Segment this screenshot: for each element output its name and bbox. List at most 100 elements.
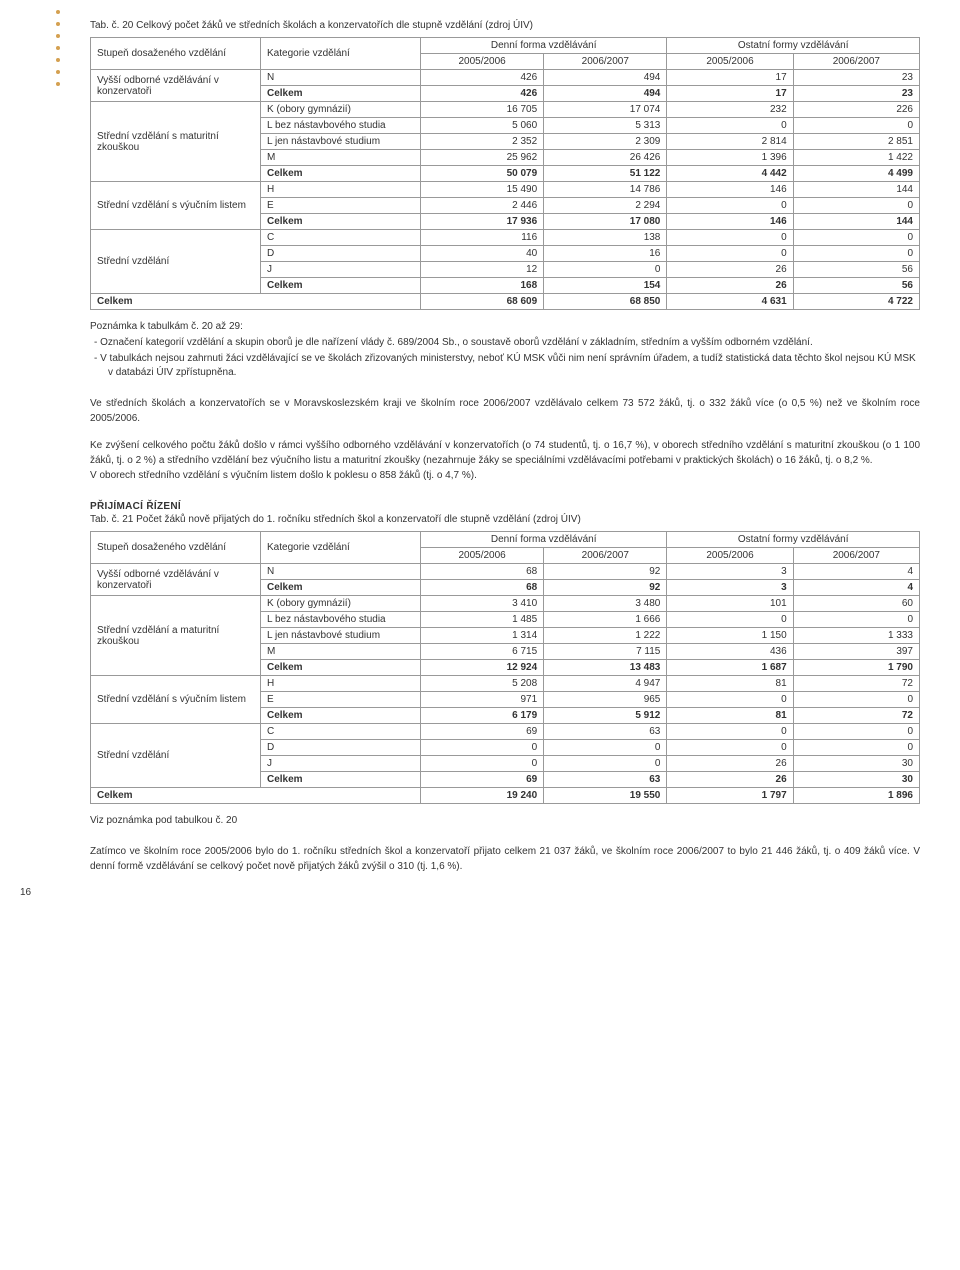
group-cell: Střední vzdělání s výučním listem (91, 676, 261, 724)
value-cell: 6 179 (421, 708, 544, 724)
category-cell: J (261, 262, 421, 278)
value-cell: 17 (667, 86, 793, 102)
th2-denni: Denní forma vzdělávání (421, 532, 667, 548)
notes-l2: - V tabulkách nejsou zahrnuti žáci vzděl… (90, 352, 920, 380)
category-cell: D (261, 740, 421, 756)
value-cell: 17 (667, 70, 793, 86)
value-cell: 2 851 (793, 134, 919, 150)
value-cell: 4 947 (544, 676, 667, 692)
value-cell: 30 (793, 772, 919, 788)
value-cell: 23 (793, 86, 919, 102)
value-cell: 397 (793, 644, 919, 660)
value-cell: 3 410 (421, 596, 544, 612)
value-cell: 63 (544, 772, 667, 788)
value-cell: 68 (421, 580, 544, 596)
value-cell: 0 (793, 118, 919, 134)
value-cell: 426 (421, 70, 544, 86)
value-cell: 5 208 (421, 676, 544, 692)
notes-head: Poznámka k tabulkám č. 20 až 29: (90, 320, 920, 334)
value-cell: 971 (421, 692, 544, 708)
group-cell: Střední vzdělání a maturitní zkouškou (91, 596, 261, 676)
value-cell: 0 (793, 740, 919, 756)
table1-caption: Tab. č. 20 Celkový počet žáků ve střední… (90, 20, 920, 31)
table2: Stupeň dosaženého vzdělání Kategorie vzd… (90, 531, 920, 804)
total-row: Celkem19 24019 5501 7971 896 (91, 788, 920, 804)
para3: Zatímco ve školním roce 2005/2006 bylo d… (90, 844, 920, 874)
value-cell: 226 (793, 102, 919, 118)
th-y4: 2006/2007 (793, 54, 919, 70)
group-cell: Vyšší odborné vzdělávání v konzervatoři (91, 564, 261, 596)
value-cell: 0 (667, 246, 793, 262)
value-cell: 0 (544, 262, 667, 278)
value-cell: 4 (793, 564, 919, 580)
table-row: Střední vzdělání a maturitní zkouškouK (… (91, 596, 920, 612)
value-cell: 0 (544, 740, 667, 756)
category-cell: M (261, 644, 421, 660)
value-cell: 232 (667, 102, 793, 118)
category-cell: K (obory gymnázií) (261, 102, 421, 118)
total-value: 4 722 (793, 294, 919, 310)
value-cell: 0 (667, 118, 793, 134)
value-cell: 0 (667, 740, 793, 756)
value-cell: 56 (793, 262, 919, 278)
value-cell: 965 (544, 692, 667, 708)
value-cell: 68 (421, 564, 544, 580)
category-cell: N (261, 564, 421, 580)
value-cell: 0 (421, 740, 544, 756)
table2-caption: Tab. č. 21 Počet žáků nově přijatých do … (90, 514, 920, 525)
value-cell: 1 396 (667, 150, 793, 166)
value-cell: 2 446 (421, 198, 544, 214)
th-y1: 2005/2006 (421, 54, 544, 70)
th2-stupen: Stupeň dosaženého vzdělání (91, 532, 261, 564)
value-cell: 1 422 (793, 150, 919, 166)
total-value: 68 850 (544, 294, 667, 310)
total-row: Celkem68 60968 8504 6314 722 (91, 294, 920, 310)
value-cell: 0 (544, 756, 667, 772)
table-row: Střední vzděláníC11613800 (91, 230, 920, 246)
value-cell: 101 (667, 596, 793, 612)
table-row: Střední vzdělání s výučním listemH15 490… (91, 182, 920, 198)
value-cell: 15 490 (421, 182, 544, 198)
category-cell: H (261, 182, 421, 198)
category-cell: L bez nástavbového studia (261, 612, 421, 628)
value-cell: 3 (667, 580, 793, 596)
value-cell: 12 924 (421, 660, 544, 676)
group-cell: Střední vzdělání (91, 230, 261, 294)
value-cell: 5 060 (421, 118, 544, 134)
category-cell: D (261, 246, 421, 262)
total-value: 19 550 (544, 788, 667, 804)
category-cell: Celkem (261, 278, 421, 294)
value-cell: 0 (667, 724, 793, 740)
value-cell: 0 (667, 692, 793, 708)
total-value: 68 609 (421, 294, 544, 310)
value-cell: 51 122 (544, 166, 667, 182)
category-cell: E (261, 692, 421, 708)
category-cell: M (261, 150, 421, 166)
th2-y4: 2006/2007 (793, 548, 919, 564)
table-row: Střední vzdělání s výučním listemH5 2084… (91, 676, 920, 692)
value-cell: 116 (421, 230, 544, 246)
value-cell: 17 080 (544, 214, 667, 230)
th2-ostatni: Ostatní formy vzdělávání (667, 532, 920, 548)
value-cell: 0 (421, 756, 544, 772)
category-cell: C (261, 230, 421, 246)
value-cell: 0 (667, 198, 793, 214)
table-row: Vyšší odborné vzdělávání v konzervatořiN… (91, 564, 920, 580)
note2: Viz poznámka pod tabulkou č. 20 (90, 814, 920, 828)
value-cell: 4 (793, 580, 919, 596)
value-cell: 13 483 (544, 660, 667, 676)
page-number: 16 (20, 887, 31, 898)
category-cell: H (261, 676, 421, 692)
decor-dots (56, 10, 60, 94)
value-cell: 436 (667, 644, 793, 660)
value-cell: 1 790 (793, 660, 919, 676)
value-cell: 63 (544, 724, 667, 740)
value-cell: 14 786 (544, 182, 667, 198)
value-cell: 2 309 (544, 134, 667, 150)
value-cell: 3 480 (544, 596, 667, 612)
category-cell: Celkem (261, 772, 421, 788)
value-cell: 69 (421, 772, 544, 788)
value-cell: 26 (667, 772, 793, 788)
value-cell: 92 (544, 580, 667, 596)
value-cell: 1 222 (544, 628, 667, 644)
